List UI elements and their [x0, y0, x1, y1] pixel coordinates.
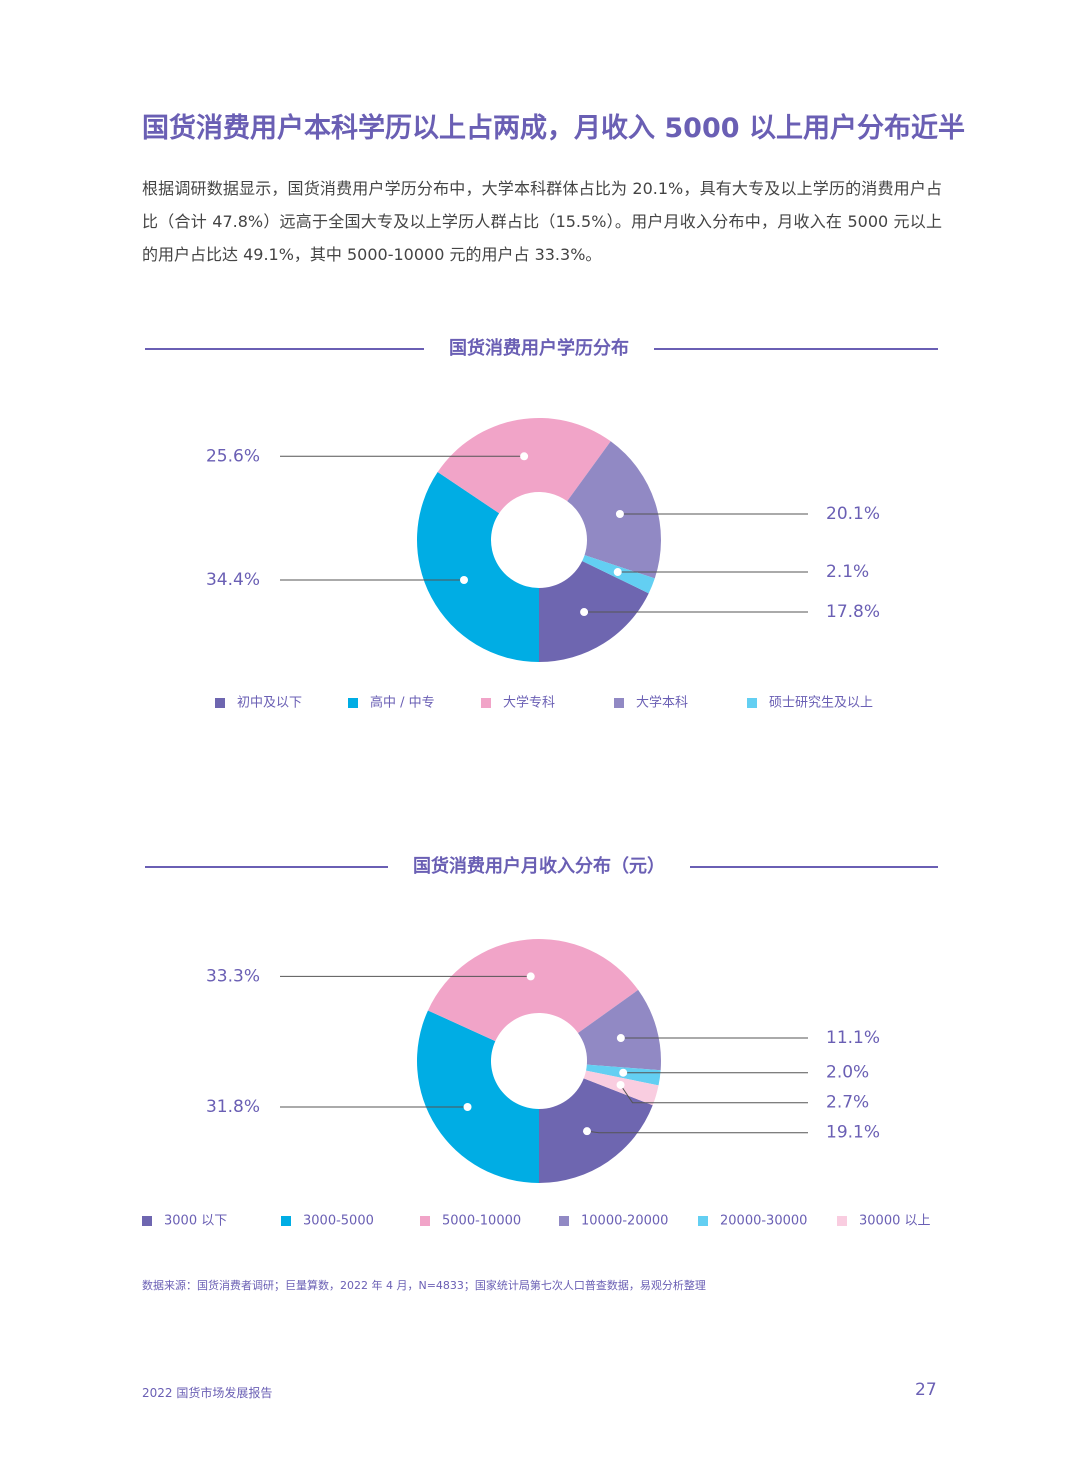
legend-label: 初中及以下	[237, 696, 302, 711]
page-title: 国货消费用户本科学历以上占两成，月收入 5000 以上用户分布近半	[142, 113, 965, 144]
legend-swatch	[215, 698, 225, 708]
value-label: 33.3%	[206, 966, 260, 986]
chart-title: 国货消费用户学历分布	[449, 337, 629, 359]
leader-line	[586, 1130, 808, 1134]
legend-swatch	[698, 1216, 708, 1226]
legend-swatch	[614, 698, 624, 708]
legend-swatch	[420, 1216, 430, 1226]
legend-swatch	[348, 698, 358, 708]
callout-dot	[582, 1127, 591, 1136]
callout-dot	[520, 452, 529, 461]
legend-label: 硕士研究生及以上	[769, 696, 873, 711]
callout-dot	[526, 972, 535, 981]
callout-dot	[463, 1102, 472, 1111]
legend-swatch	[481, 698, 491, 708]
legend-label: 5000-10000	[442, 1214, 521, 1229]
donut-slice	[539, 1078, 653, 1183]
donut-slice	[539, 560, 649, 662]
donut-slice	[416, 1010, 539, 1183]
legend-label: 高中 / 中专	[370, 695, 435, 711]
donut-slice	[578, 989, 661, 1071]
legend-label: 10000-20000	[581, 1214, 668, 1229]
value-label: 20.1%	[826, 504, 880, 524]
value-label: 17.8%	[826, 602, 880, 622]
source-note: 数据来源：国货消费者调研；巨量算数，2022 年 4 月，N=4833；国家统计…	[142, 1279, 706, 1292]
callout-dot	[619, 1068, 628, 1077]
callout-dot	[616, 1034, 625, 1043]
donut-slice	[437, 418, 611, 514]
value-label: 2.1%	[826, 562, 869, 582]
legend-label: 3000-5000	[303, 1214, 374, 1229]
value-label: 34.4%	[206, 570, 260, 590]
chart-title: 国货消费用户月收入分布（元）	[413, 855, 665, 877]
callout-dot	[460, 576, 469, 585]
value-label: 25.6%	[206, 446, 260, 466]
legend-label: 3000 以下	[164, 1214, 227, 1229]
donut-slice	[417, 472, 539, 662]
value-label: 2.0%	[826, 1063, 869, 1083]
callout-dot	[615, 509, 624, 518]
legend-swatch	[837, 1216, 847, 1226]
value-label: 19.1%	[826, 1123, 880, 1143]
page-number: 27	[915, 1380, 937, 1400]
value-label: 31.8%	[206, 1097, 260, 1117]
legend-swatch	[559, 1216, 569, 1226]
callout-dot	[613, 568, 622, 577]
callout-dot	[580, 608, 589, 617]
callout-dot	[616, 1080, 625, 1089]
footer-report: 2022 国货市场发展报告	[142, 1386, 273, 1400]
legend-label: 30000 以上	[859, 1214, 931, 1229]
leader-line	[620, 1084, 808, 1104]
legend-swatch	[142, 1216, 152, 1226]
legend-swatch	[747, 698, 757, 708]
donut-slice	[427, 938, 639, 1042]
donut-slice	[567, 441, 661, 579]
legend-swatch	[281, 1216, 291, 1226]
legend-label: 大学本科	[636, 695, 688, 711]
legend-label: 20000-30000	[720, 1214, 807, 1229]
value-label: 2.7%	[826, 1093, 869, 1113]
legend-label: 大学专科	[503, 695, 555, 711]
value-label: 11.1%	[826, 1028, 880, 1048]
paragraph: 根据调研数据显示，国货消费用户学历分布中，大学本科群体占比为 20.1%，具有大…	[142, 179, 942, 264]
